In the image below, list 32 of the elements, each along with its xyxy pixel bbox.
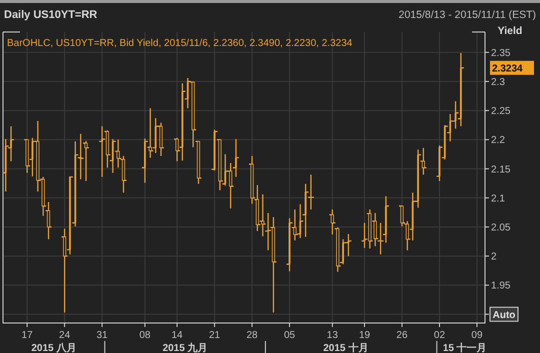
y-tick-label: 2.25 xyxy=(491,106,511,118)
y-tick-label: 1.95 xyxy=(491,280,511,292)
y-tick-label: 2.2 xyxy=(491,135,506,146)
y-tick-label: 2.05 xyxy=(491,222,511,234)
x-tick-label: 08 xyxy=(139,330,151,341)
text: 2015 八月 xyxy=(31,342,76,353)
text: 2015 九月 xyxy=(162,342,208,353)
x-tick-label: 13 xyxy=(326,330,338,341)
y-tick-label: 2.1 xyxy=(491,193,506,204)
y-tick-label: 2.35 xyxy=(491,48,511,59)
x-tick-label: 28 xyxy=(246,330,258,341)
text: Auto xyxy=(492,310,516,321)
x-tick-label: 14 xyxy=(171,330,184,341)
y-axis-title: Yield xyxy=(498,25,522,37)
x-tick-label: 17 xyxy=(22,330,34,341)
y-tick-label: 2.3 xyxy=(491,76,506,88)
text: 15 十一月 xyxy=(442,342,487,353)
x-tick-label: 02 xyxy=(434,330,446,341)
x-tick-label: 05 xyxy=(284,330,296,341)
x-tick-label: 24 xyxy=(59,330,71,341)
chart-subtitle: 2015/8/13 - 2015/11/11 (EST) xyxy=(398,9,536,21)
y-tick-label: 2.15 xyxy=(491,164,511,176)
x-tick-label: 21 xyxy=(208,330,221,341)
annotation: BarOHLC, US10YT=RR, Bid Yield, 2015/11/6, 2.2360, 2.3490, 2.2230, 2.3234 xyxy=(7,38,353,49)
x-tick-label: 09 xyxy=(471,330,483,341)
text: 2.3234 xyxy=(492,63,524,74)
text: 2015 十月 xyxy=(323,342,368,353)
x-tick-label: 26 xyxy=(396,330,408,341)
x-tick-label: 19 xyxy=(358,330,370,341)
x-tick-label: 31 xyxy=(96,330,108,341)
y-tick-label: 2 xyxy=(491,252,497,263)
chart-title: Daily US10YT=RR xyxy=(4,9,98,21)
